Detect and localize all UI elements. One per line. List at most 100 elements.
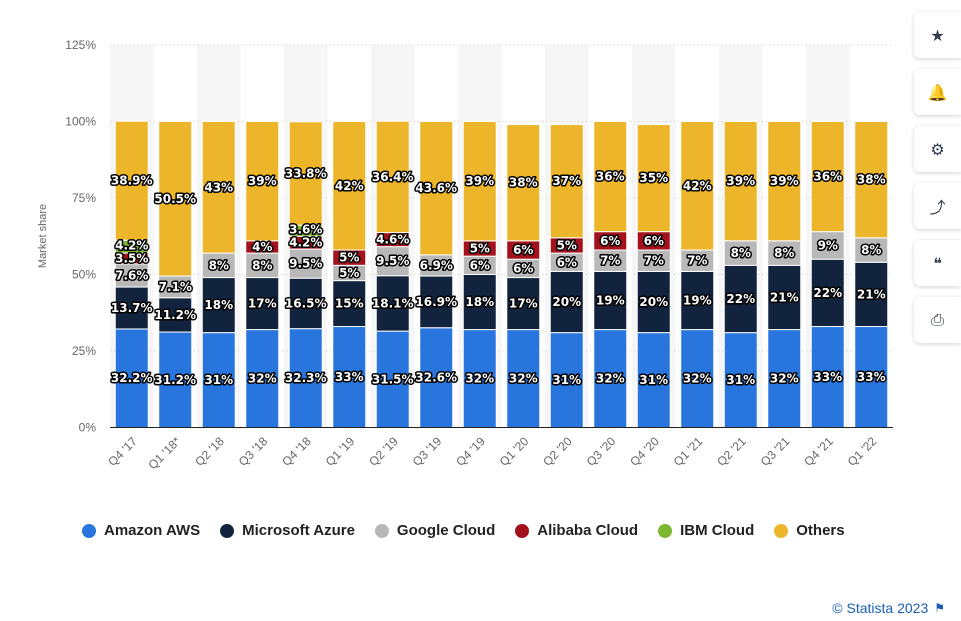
legend-item[interactable]: Others <box>774 522 844 539</box>
share-button[interactable]: ⤴ <box>914 183 961 229</box>
print-icon: ⎙ <box>931 310 944 330</box>
x-tick-label: Q3 '21 <box>758 434 793 469</box>
data-label: 5% <box>557 238 577 252</box>
data-label: 19% <box>596 294 625 308</box>
data-label: 6% <box>557 255 577 269</box>
legend: Amazon AWS Microsoft Azure Google Cloud Ali… <box>82 522 865 539</box>
y-tick-label: 75% <box>72 191 96 205</box>
data-label: 7% <box>644 254 664 268</box>
credit-text[interactable]: © Statista 2023 <box>832 600 928 616</box>
print-button[interactable]: ⎙ <box>914 297 961 343</box>
x-tick-label: Q4 '20 <box>627 434 662 469</box>
data-label: 17% <box>509 297 538 311</box>
data-label: 4.2% <box>115 238 148 252</box>
data-label: 18% <box>465 295 494 309</box>
data-label: 42% <box>335 179 364 193</box>
legend-item[interactable]: Alibaba Cloud <box>515 522 638 539</box>
data-label: 7.6% <box>115 268 148 282</box>
data-label: 33% <box>857 370 886 384</box>
data-label: 36% <box>596 170 625 184</box>
data-label: 16.5% <box>285 296 327 310</box>
data-label: 13.7% <box>111 301 153 315</box>
legend-label: Microsoft Azure <box>242 522 355 539</box>
data-label: 15% <box>335 297 364 311</box>
data-label: 38% <box>509 176 538 190</box>
data-label: 8% <box>731 246 751 260</box>
x-tick-label: Q1 '22 <box>845 434 880 469</box>
data-label: 3.6% <box>289 223 322 237</box>
data-label: 7.1% <box>159 280 192 294</box>
data-label: 18% <box>204 298 233 312</box>
data-label: 33.8% <box>285 167 327 181</box>
data-label: 32.3% <box>285 371 327 385</box>
x-tick-label: Q3 '20 <box>584 434 619 469</box>
legend-label: Others <box>796 522 844 539</box>
data-label: 38.9% <box>111 174 153 188</box>
legend-item[interactable]: Microsoft Azure <box>220 522 355 539</box>
data-label: 36.4% <box>372 170 414 184</box>
data-label: 50.5% <box>154 192 196 206</box>
data-label: 8% <box>861 243 881 257</box>
data-label: 16.9% <box>415 295 457 309</box>
data-label: 6% <box>470 258 490 272</box>
data-label: 3.5% <box>115 251 148 265</box>
data-label: 19% <box>683 294 712 308</box>
data-label: 5% <box>339 251 359 265</box>
x-tick-label: Q1 '18* <box>145 434 183 472</box>
x-tick-label: Q3 '18 <box>236 434 271 469</box>
quote-button[interactable]: ❝ <box>914 240 961 286</box>
flag-icon[interactable]: ⚑ <box>934 601 945 615</box>
data-label: 31% <box>552 373 581 387</box>
legend-color-dot <box>658 524 672 538</box>
data-label: 32% <box>465 372 494 386</box>
bell-icon: 🔔 <box>928 83 948 102</box>
legend-item[interactable]: IBM Cloud <box>658 522 754 539</box>
data-label: 33% <box>813 370 842 384</box>
data-label: 20% <box>552 295 581 309</box>
data-label: 39% <box>726 174 755 188</box>
data-label: 32% <box>770 372 799 386</box>
y-axis-label: Market share <box>37 204 49 268</box>
x-tick-label: Q1 '21 <box>671 434 706 469</box>
bell-button[interactable]: 🔔 <box>914 69 961 115</box>
x-tick-label: Q2 '21 <box>714 434 749 469</box>
x-tick-label: Q2 '19 <box>366 434 401 469</box>
gear-button[interactable]: ⚙ <box>914 126 961 172</box>
data-label: 6% <box>600 234 620 248</box>
data-label: 31.2% <box>154 373 196 387</box>
y-axis-tick-labels: 0%25%50%75%100%125% <box>65 38 96 435</box>
y-tick-label: 50% <box>72 268 96 282</box>
data-label: 32.6% <box>415 371 457 385</box>
data-label: 43% <box>204 180 233 194</box>
legend-item[interactable]: Google Cloud <box>375 522 495 539</box>
y-tick-label: 25% <box>72 344 96 358</box>
data-label: 6% <box>644 234 664 248</box>
data-label: 36% <box>813 170 842 184</box>
data-label: 6% <box>513 243 533 257</box>
data-label: 8% <box>209 258 229 272</box>
star-button[interactable]: ★ <box>914 12 961 58</box>
statista-credit-link[interactable]: © Statista 2023 ⚑ <box>832 600 945 616</box>
x-tick-label: Q2 '20 <box>540 434 575 469</box>
legend-label: Alibaba Cloud <box>537 522 638 539</box>
y-tick-label: 100% <box>65 115 96 129</box>
side-toolbar: ★ 🔔 ⚙ ⤴ ❝ ⎙ <box>914 12 961 354</box>
data-label: 4.2% <box>289 236 322 250</box>
legend-item[interactable]: Amazon AWS <box>82 522 200 539</box>
data-label: 22% <box>813 286 842 300</box>
data-label: 31% <box>726 373 755 387</box>
legend-color-dot <box>515 524 529 538</box>
data-label: 37% <box>552 174 581 188</box>
quote-icon: ❝ <box>933 254 942 273</box>
data-label: 39% <box>770 174 799 188</box>
data-label: 32% <box>509 372 538 386</box>
gear-icon: ⚙ <box>930 140 944 159</box>
data-label: 32% <box>683 372 712 386</box>
data-label: 6.9% <box>420 258 453 272</box>
x-tick-label: Q3 '19 <box>410 434 445 469</box>
y-tick-label: 0% <box>79 421 97 435</box>
data-label: 35% <box>639 171 668 185</box>
data-label: 8% <box>252 258 272 272</box>
x-tick-label: Q1 '19 <box>323 434 358 469</box>
data-label: 5% <box>470 241 490 255</box>
